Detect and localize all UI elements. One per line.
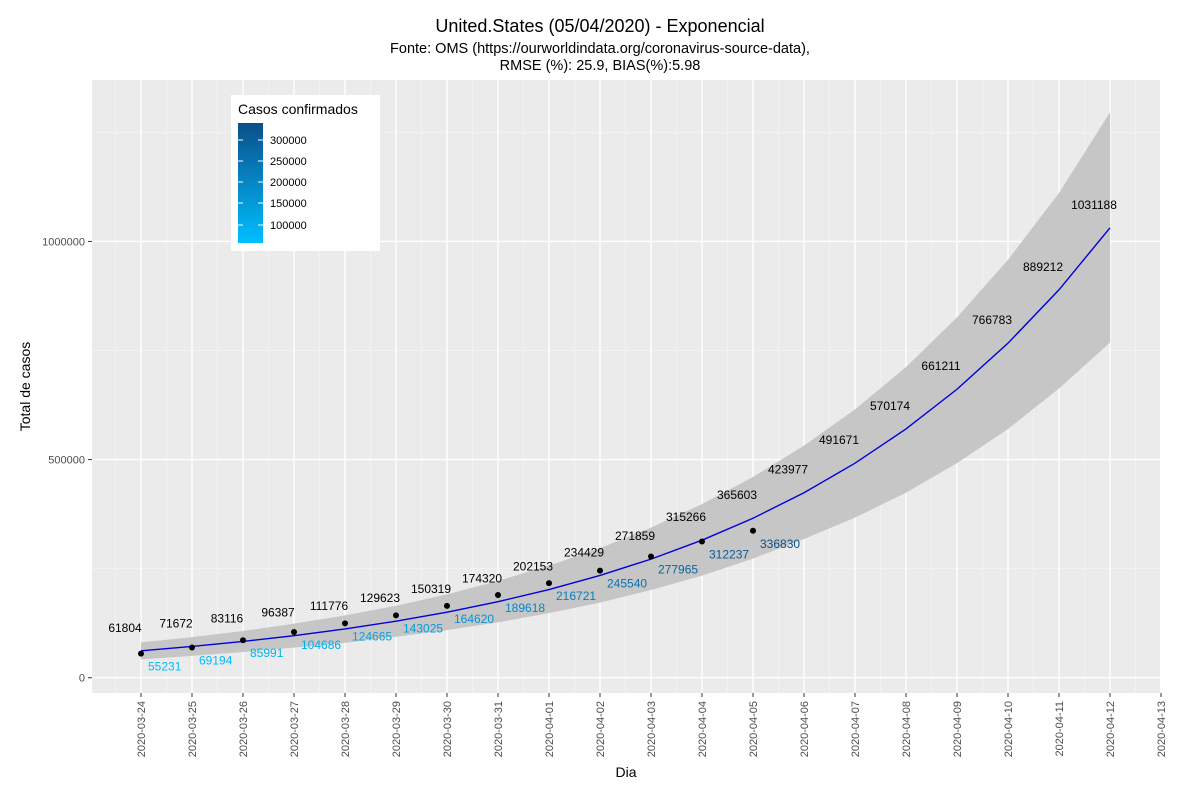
fitted-value-label: 129623 xyxy=(360,591,400,605)
fitted-value-label: 202153 xyxy=(513,560,553,574)
x-tick-label: 2020-04-10 xyxy=(1003,701,1015,757)
fitted-value-label: 570174 xyxy=(870,399,910,413)
observed-point xyxy=(546,580,552,587)
x-tick-label: 2020-04-03 xyxy=(646,701,658,757)
observed-value-label: 85991 xyxy=(250,646,284,660)
fitted-value-label: 423977 xyxy=(768,463,808,477)
observed-point xyxy=(393,612,399,619)
observed-value-label: 164620 xyxy=(454,612,494,626)
observed-value-label: 312237 xyxy=(709,548,749,562)
observed-value-label: 124665 xyxy=(352,629,392,643)
x-tick-label: 2020-04-08 xyxy=(901,701,913,757)
fitted-line xyxy=(140,227,1111,652)
x-tick-label: 2020-03-27 xyxy=(289,701,301,757)
fitted-value-label: 111776 xyxy=(310,599,349,613)
chart-title: United.States (05/04/2020) - Exponencial xyxy=(435,16,765,36)
fitted-value-label: 1031188 xyxy=(1071,198,1117,212)
chart-subtitle-line2: RMSE (%): 25.9, BIAS(%):5.98 xyxy=(499,58,701,74)
legend-label: 300000 xyxy=(270,135,307,147)
x-tick-label: 2020-03-24 xyxy=(136,701,148,757)
legend-label: 100000 xyxy=(270,220,307,232)
observed-value-label: 143025 xyxy=(403,621,443,635)
x-tick-label: 2020-04-13 xyxy=(1156,701,1168,757)
x-tick-label: 2020-04-02 xyxy=(595,701,607,757)
x-tick-label: 2020-04-12 xyxy=(1105,701,1117,757)
observed-point xyxy=(648,553,654,560)
observed-value-label: 336830 xyxy=(760,537,800,551)
observed-point xyxy=(444,602,450,609)
observed-value-label: 277965 xyxy=(658,562,698,576)
x-tick-label: 2020-04-11 xyxy=(1054,701,1066,756)
fitted-value-label: 96387 xyxy=(261,606,295,620)
fitted-value-label: 271859 xyxy=(615,529,655,543)
fitted-value-label: 766783 xyxy=(972,313,1012,327)
x-tick-label: 2020-04-04 xyxy=(697,701,709,757)
fitted-value-label: 71672 xyxy=(159,616,193,630)
fitted-value-label: 889212 xyxy=(1023,260,1063,274)
observed-value-label: 216721 xyxy=(556,589,596,603)
observed-value-label: 69194 xyxy=(199,654,233,668)
observed-point xyxy=(138,650,144,657)
x-tick-label: 2020-03-26 xyxy=(238,701,250,757)
observed-point xyxy=(597,567,603,574)
observed-value-label: 55231 xyxy=(148,660,182,674)
fitted-value-label: 83116 xyxy=(211,611,244,625)
x-tick-label: 2020-03-31 xyxy=(493,701,505,757)
x-tick-label: 2020-03-28 xyxy=(340,701,352,757)
x-tick-label: 2020-04-01 xyxy=(544,701,556,757)
observed-point xyxy=(699,538,705,545)
y-tick-label: 500000 xyxy=(48,455,85,467)
observed-point xyxy=(240,637,246,644)
x-axis-title: Dia xyxy=(615,764,636,780)
legend-title: Casos confirmados xyxy=(238,101,358,117)
x-tick-label: 2020-03-30 xyxy=(442,701,454,757)
fitted-value-label: 234429 xyxy=(564,545,604,559)
confidence-band xyxy=(141,112,1110,660)
observed-value-label: 245540 xyxy=(607,577,647,591)
y-tick-label: 1000000 xyxy=(42,236,85,248)
x-tick-label: 2020-03-25 xyxy=(187,701,199,757)
fitted-value-label: 315266 xyxy=(666,510,706,524)
chart-subtitle-line1: Fonte: OMS (https://ourworldindata.org/c… xyxy=(390,41,810,57)
observed-value-label: 104686 xyxy=(301,638,341,652)
fitted-value-label: 174320 xyxy=(462,572,502,586)
legend-label: 200000 xyxy=(270,177,307,189)
y-axis-title: Total de casos xyxy=(17,342,33,432)
fitted-value-label: 491671 xyxy=(819,433,859,447)
fitted-value-label: 365603 xyxy=(717,488,757,502)
observed-point xyxy=(189,644,195,651)
y-tick-label: 0 xyxy=(79,673,85,685)
fitted-value-label: 661211 xyxy=(921,359,960,373)
legend-label: 150000 xyxy=(270,198,307,210)
observed-point xyxy=(750,527,756,534)
observed-point xyxy=(291,629,297,636)
x-tick-label: 2020-04-05 xyxy=(748,701,760,757)
legend-label: 250000 xyxy=(270,156,307,168)
legend-colorbar xyxy=(238,123,263,243)
observed-point xyxy=(342,620,348,627)
x-tick-label: 2020-04-07 xyxy=(850,701,862,757)
x-tick-label: 2020-04-09 xyxy=(952,701,964,757)
fitted-value-label: 150319 xyxy=(411,582,451,596)
x-tick-label: 2020-04-06 xyxy=(799,701,811,757)
x-tick-label: 2020-03-29 xyxy=(391,701,403,757)
observed-point xyxy=(495,591,501,598)
fitted-value-label: 61804 xyxy=(108,621,142,635)
observed-value-label: 189618 xyxy=(505,601,545,615)
